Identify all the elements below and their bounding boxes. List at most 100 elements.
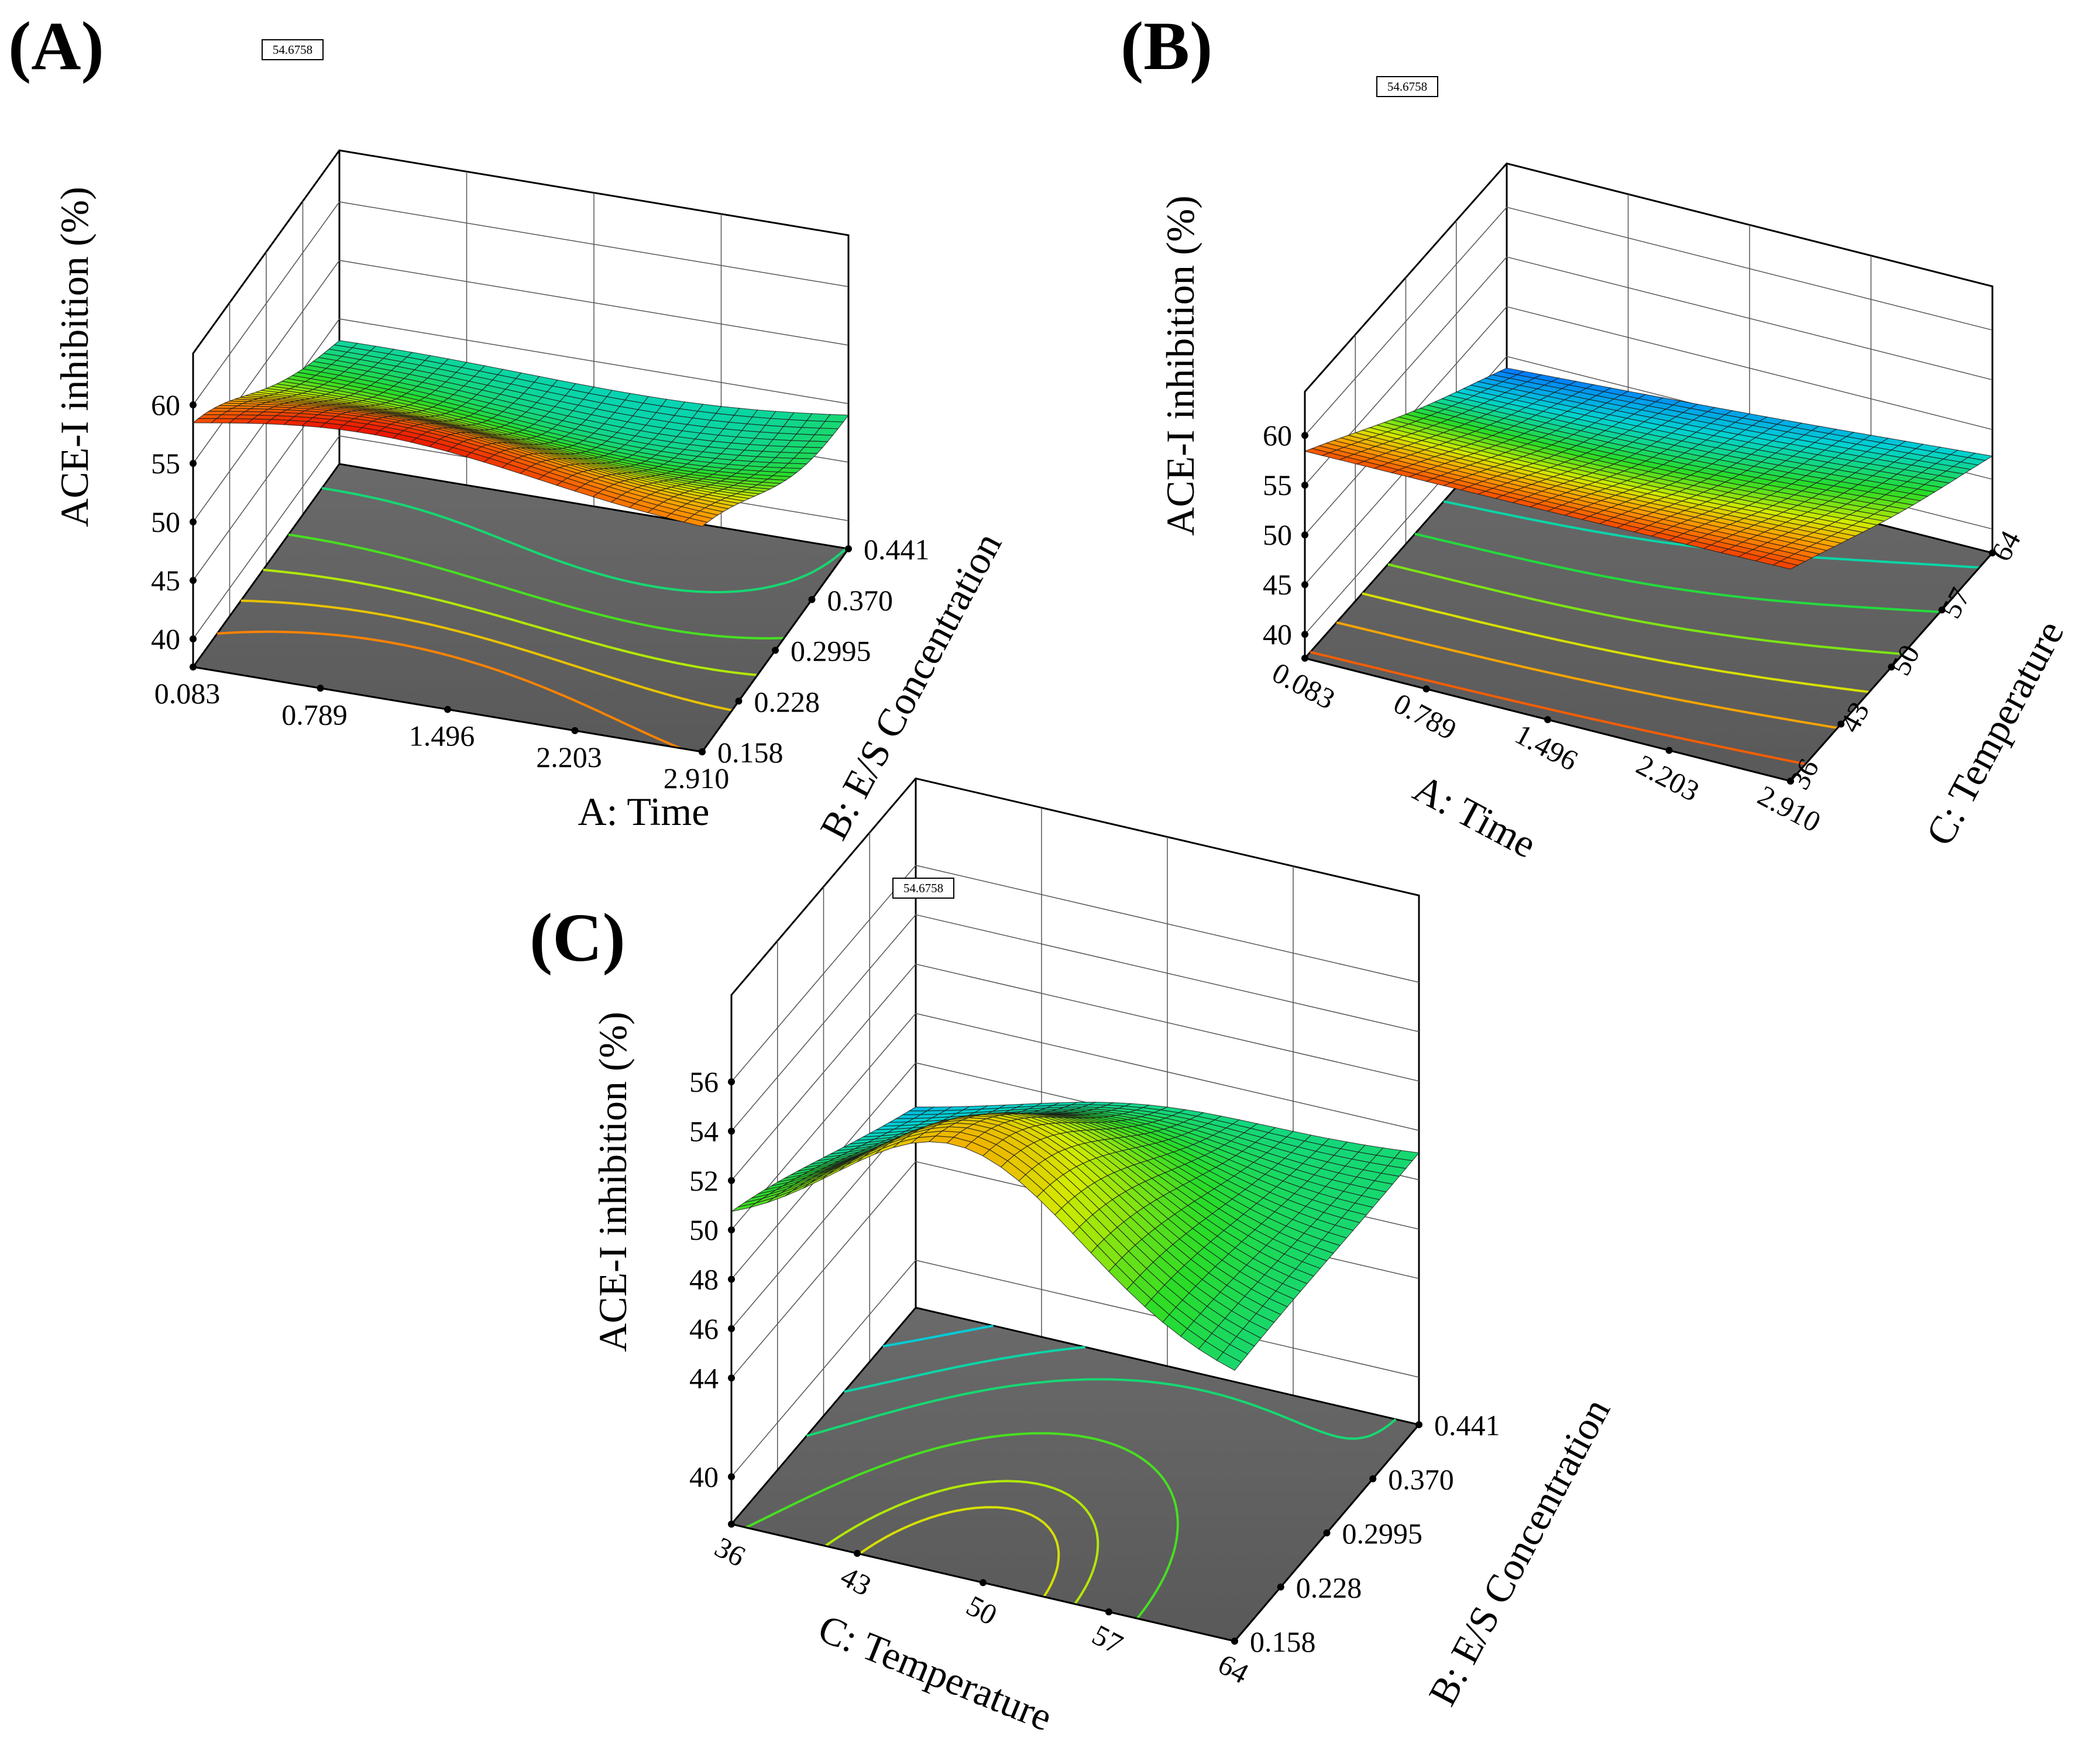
y-tick-dot <box>845 545 852 552</box>
surface-cell <box>1772 561 1799 570</box>
panel-c-x-tick: 57 <box>1087 1618 1128 1661</box>
panel-a-z-tick: 40 <box>151 623 180 655</box>
panel-a-z-tick: 50 <box>151 506 180 538</box>
y-tick-dot <box>1323 1529 1331 1536</box>
panel-c-contours <box>745 1324 1397 1619</box>
panel-b: (B) 40 45 50 55 60 0.083 0.789 1.496 2.2… <box>1121 8 2073 866</box>
panel-c-y-tick: 0.2995 <box>1342 1517 1423 1550</box>
panel-c-z-tick: 56 <box>689 1065 719 1098</box>
z-tick-dot <box>190 401 197 408</box>
panel-a-surface <box>192 340 850 527</box>
panel-c-flag-label: 54.6758 <box>903 881 943 895</box>
x-tick-dot <box>317 685 324 692</box>
y-tick-dot <box>1989 549 1996 556</box>
panel-c-y-tick: 0.158 <box>1250 1625 1316 1658</box>
panel-a-contours <box>217 487 847 749</box>
z-tick-dot <box>728 1226 735 1234</box>
wall-grid-line <box>731 914 1420 1132</box>
panel-a-x-tick: 2.203 <box>536 741 602 773</box>
y-tick-dot <box>1787 778 1794 785</box>
z-tick-dot <box>728 1177 735 1184</box>
panel-a-x-tick: 0.789 <box>281 698 348 731</box>
x-tick-dot <box>190 663 197 670</box>
floor-contour-line <box>1336 621 1838 730</box>
z-tick-dot <box>190 577 197 584</box>
panel-c-x-tick: 36 <box>710 1531 751 1573</box>
x-tick-dot <box>728 1521 735 1528</box>
floor-contour-line <box>1387 563 1903 655</box>
panel-b-letter: (B) <box>1121 8 1212 84</box>
panel-c-z-tick: 52 <box>689 1164 719 1197</box>
z-tick-dot <box>728 1325 735 1332</box>
panel-a-value-flag: 54.6758 <box>262 39 324 60</box>
z-tick-dot <box>1301 482 1308 489</box>
x-tick-dot <box>571 727 579 734</box>
panel-a-y-tick: 0.370 <box>827 584 894 617</box>
y-tick-dot <box>1231 1638 1238 1645</box>
panel-b-flag-label: 54.6758 <box>1387 80 1427 94</box>
floor-contour-line <box>1414 532 1940 613</box>
floor-contour-line <box>745 1432 1179 1619</box>
wall-grid-line <box>731 1013 1420 1230</box>
z-tick-dot <box>728 1127 735 1135</box>
floor-contour-line <box>263 568 758 676</box>
panel-a-letter: (A) <box>8 8 104 84</box>
panel-a-z-tick: 55 <box>151 447 180 480</box>
panel-a-y-tick: 0.158 <box>717 736 784 769</box>
x-tick-dot <box>1301 655 1308 662</box>
z-tick-dot <box>1301 581 1308 589</box>
y-tick-dot <box>1888 663 1895 670</box>
wall-grid-line <box>193 201 849 405</box>
panel-b-z-tick: 40 <box>1263 618 1292 651</box>
panel-c: (C) 40 44 46 48 50 52 54 56 36 43 50 57 … <box>530 777 1618 1739</box>
panel-b-y-title: C: Temperature <box>1917 613 2073 852</box>
panel-c-x-tick: 43 <box>836 1560 877 1603</box>
panel-b-z-tick: 50 <box>1263 518 1292 551</box>
z-tick-dot <box>190 635 197 642</box>
y-tick-dot <box>808 596 816 603</box>
panel-a-y-tick: 0.228 <box>754 685 820 718</box>
floor-contour-line <box>1362 592 1870 693</box>
y-tick-dot <box>699 748 706 755</box>
panel-c-z-tick: 40 <box>689 1460 719 1493</box>
wall-grid-line <box>1304 256 1993 486</box>
floor-contour-line <box>1310 651 1806 765</box>
panel-c-surface <box>731 1102 1420 1371</box>
panel-c-x-tick: 50 <box>961 1589 1002 1632</box>
z-tick-dot <box>1301 631 1308 638</box>
x-tick-dot <box>1422 685 1430 693</box>
panel-a-z-tick: 45 <box>151 564 180 597</box>
panel-a-flag-label: 54.6758 <box>273 43 312 57</box>
x-tick-dot <box>444 706 451 713</box>
panel-c-z-tick: 44 <box>689 1361 719 1394</box>
wall-grid-line <box>731 963 1420 1181</box>
panel-c-z-title: ACE-I inhibition (%) <box>590 1012 635 1352</box>
panel-c-z-tick: 54 <box>689 1115 719 1147</box>
x-tick-dot <box>854 1550 861 1557</box>
panel-b-y-tick: 64 <box>1984 525 2027 566</box>
z-tick-dot <box>728 1473 735 1480</box>
z-tick-dot <box>728 1275 735 1283</box>
y-tick-dot <box>1277 1583 1284 1591</box>
panel-c-z-tick: 46 <box>689 1312 719 1345</box>
panel-a-x-title: A: Time <box>578 789 710 834</box>
panel-b-x-title: A: Time <box>1407 765 1544 866</box>
panel-c-value-flag: 54.6758 <box>892 878 954 899</box>
panel-c-y-tick: 0.228 <box>1296 1572 1362 1604</box>
panel-a-z-tick: 60 <box>151 388 180 421</box>
panel-b-z-title: ACE-I inhibition (%) <box>1158 195 1202 536</box>
panel-a-x-tick: 2.910 <box>664 762 730 795</box>
panel-a-y-title: B: E/S Concentration <box>811 525 1010 847</box>
z-tick-dot <box>1301 432 1308 439</box>
x-tick-dot <box>1544 716 1551 723</box>
surface-cell <box>1216 1352 1242 1371</box>
z-tick-dot <box>190 518 197 525</box>
y-tick-dot <box>1369 1475 1377 1483</box>
panel-c-y-tick: 0.441 <box>1434 1409 1500 1442</box>
panel-a-ticks: 40 45 50 55 60 0.083 0.789 1.496 2.203 2… <box>151 388 930 795</box>
panel-b-z-tick: 45 <box>1263 568 1292 601</box>
wall-grid-line <box>1304 207 1993 436</box>
panel-b-front-frame <box>1301 432 1996 785</box>
z-tick-dot <box>728 1374 735 1382</box>
